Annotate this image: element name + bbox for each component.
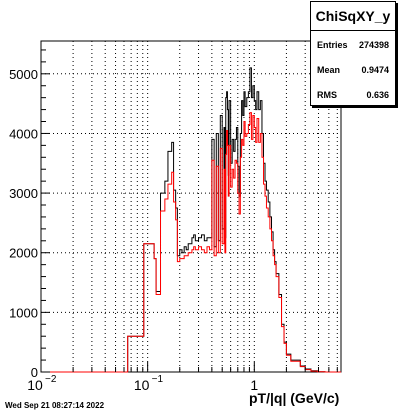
stats-value: 0.9474 <box>361 65 389 75</box>
histogram-series-line <box>41 112 341 373</box>
stats-value: 274398 <box>358 40 389 50</box>
histogram-series <box>41 67 341 373</box>
x-tick-label-exponent: −2 <box>45 374 57 385</box>
x-axis-label: pT/|q| (GeV/c) <box>249 390 340 406</box>
stats-row-rms: RMS 0.636 <box>311 81 395 106</box>
y-tick-label: 4000 <box>9 126 38 141</box>
x-tick-label: 1 <box>250 377 258 393</box>
x-tick-label-exponent: −1 <box>152 374 164 385</box>
y-tick-label: 2000 <box>9 246 38 261</box>
x-tick-label: 10 <box>27 377 43 393</box>
stats-label: Entries <box>317 40 348 50</box>
stats-label: RMS <box>317 90 337 100</box>
stats-row-mean: Mean 0.9474 <box>311 56 395 81</box>
date-stamp: Wed Sep 21 08:27:14 2022 <box>5 401 105 410</box>
stats-value: 0.636 <box>366 90 389 100</box>
stats-box: ChiSqXY_y Entries 274398 Mean 0.9474 RMS… <box>310 1 396 106</box>
y-tick-label: 5000 <box>9 67 38 82</box>
y-tick-label: 1000 <box>9 305 38 320</box>
plot-frame <box>40 40 342 373</box>
y-tick-label: 3000 <box>9 186 38 201</box>
stats-row-entries: Entries 274398 <box>311 31 395 56</box>
x-tick-label: 10 <box>134 377 150 393</box>
stats-title: ChiSqXY_y <box>311 2 395 31</box>
y-tick-label: 0 <box>31 365 38 380</box>
stats-label: Mean <box>317 65 341 75</box>
